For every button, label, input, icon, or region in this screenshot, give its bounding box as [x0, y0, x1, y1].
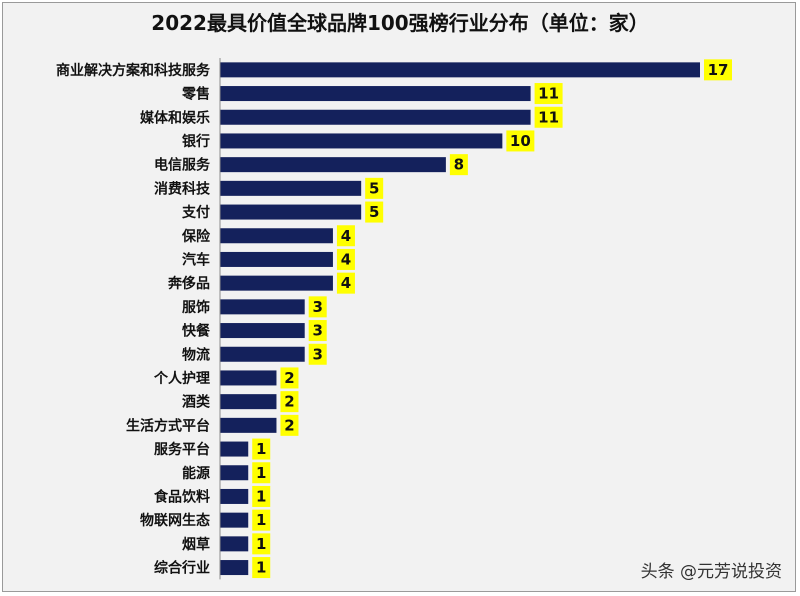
data-label: 1	[256, 535, 266, 553]
data-label-box	[336, 272, 355, 294]
bar	[220, 228, 333, 244]
data-label-box	[252, 533, 271, 555]
data-label: 5	[369, 179, 379, 197]
bar	[220, 323, 305, 339]
bar	[220, 180, 362, 196]
bar	[220, 157, 446, 173]
data-label-box	[308, 343, 327, 365]
data-label: 2	[284, 369, 294, 387]
data-label-box	[308, 320, 327, 342]
data-label: 3	[312, 322, 322, 340]
category-label: 服饰	[182, 299, 210, 316]
data-label: 5	[369, 203, 379, 221]
data-label: 17	[708, 61, 729, 79]
bar	[220, 488, 249, 504]
data-label-box	[252, 557, 271, 579]
data-label: 8	[454, 156, 464, 174]
category-label: 奔侈品	[167, 275, 210, 292]
data-label: 2	[284, 393, 294, 411]
data-label: 2	[284, 416, 294, 434]
data-label-box	[280, 367, 299, 389]
category-label: 汽车	[182, 251, 210, 268]
bar	[220, 560, 249, 576]
data-label-box	[252, 438, 271, 460]
data-label-box	[365, 177, 384, 199]
bar	[220, 133, 503, 149]
data-label: 1	[256, 559, 266, 577]
data-label: 11	[538, 85, 559, 103]
data-label-box	[336, 248, 355, 270]
data-label-box	[252, 485, 271, 507]
data-label-box	[534, 83, 563, 105]
data-label: 1	[256, 487, 266, 505]
category-label: 物联网生态	[140, 512, 210, 529]
data-label-box	[704, 59, 732, 81]
data-label-box	[449, 154, 468, 176]
bar	[220, 370, 277, 386]
data-label-box	[365, 201, 384, 223]
data-label-box	[506, 130, 535, 152]
category-label: 商业解决方案和科技服务	[56, 62, 211, 79]
bar	[220, 441, 249, 457]
bar	[220, 536, 249, 552]
category-label: 支付	[181, 204, 210, 221]
category-label: 综合行业	[154, 560, 210, 577]
category-label: 电信服务	[154, 157, 211, 174]
category-label: 消费科技	[154, 180, 211, 197]
data-label-box	[252, 462, 271, 484]
data-label: 11	[538, 108, 559, 126]
category-label: 能源	[182, 465, 210, 482]
bar	[220, 512, 249, 528]
data-label: 3	[312, 298, 322, 316]
data-label: 4	[341, 274, 351, 292]
data-label: 1	[256, 511, 266, 529]
bar	[220, 86, 531, 102]
category-label: 保险	[181, 228, 211, 245]
data-label: 10	[510, 132, 531, 150]
data-label-box	[280, 391, 299, 413]
data-label: 1	[256, 464, 266, 482]
category-label: 服务平台	[154, 441, 210, 458]
bar	[220, 251, 333, 267]
data-label: 4	[341, 250, 351, 268]
category-label: 零售	[181, 86, 210, 103]
category-label: 生活方式平台	[126, 417, 210, 434]
category-label: 个人护理	[153, 370, 210, 387]
bar	[220, 394, 277, 410]
category-label: 物流	[182, 346, 210, 363]
bar	[220, 465, 249, 481]
data-label: 3	[312, 345, 322, 363]
data-label: 4	[341, 227, 351, 245]
category-label: 快餐	[182, 323, 211, 340]
data-label: 1	[256, 440, 266, 458]
category-label: 银行	[182, 133, 210, 150]
chart-title: 2022最具价值全球品牌100强榜行业分布（单位：家）	[151, 11, 648, 35]
bar	[220, 299, 305, 315]
bar	[220, 346, 305, 362]
watermark: 头条 @元芳说投资	[640, 562, 782, 582]
category-label: 烟草	[182, 536, 210, 553]
data-label-box	[252, 509, 271, 531]
bar	[220, 62, 700, 78]
data-label-box	[534, 106, 563, 128]
bar	[220, 417, 277, 433]
category-label: 媒体和娱乐	[139, 109, 210, 126]
category-label: 酒类	[182, 394, 211, 411]
data-label-box	[308, 296, 327, 318]
data-label-box	[336, 225, 355, 247]
bar	[220, 109, 531, 125]
bar	[220, 275, 333, 291]
data-label-box	[280, 414, 299, 436]
bar	[220, 204, 362, 220]
category-label: 食品饮料	[154, 488, 210, 505]
